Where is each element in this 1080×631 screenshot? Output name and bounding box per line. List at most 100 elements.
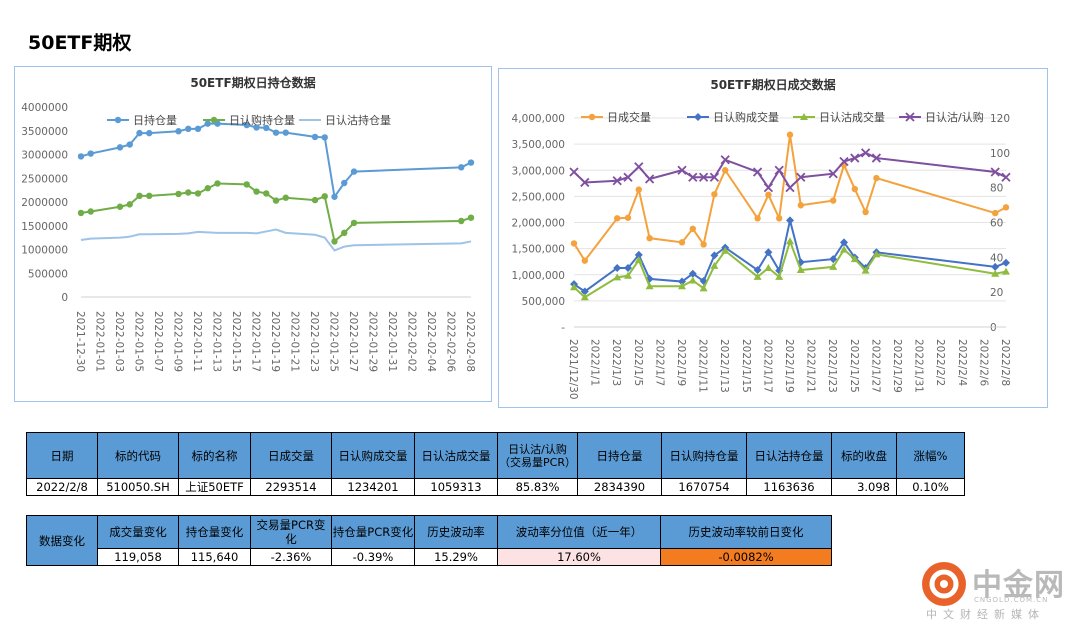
y-tick-label: 1000000 <box>21 245 68 257</box>
data-point <box>646 234 653 242</box>
data-point <box>580 177 590 188</box>
x-tick-label: 2022-02-04 <box>425 311 437 372</box>
data-point <box>204 120 211 127</box>
data-point <box>146 192 153 200</box>
x-tick-label: 2021/12/30 <box>567 339 579 400</box>
x-tick-label: 2021-12-30 <box>74 311 86 372</box>
table1-cell: 510050.SH <box>97 478 179 496</box>
data-point <box>990 167 1000 177</box>
x-tick-label: 2022/1/9 <box>675 339 687 386</box>
data-point <box>204 185 211 192</box>
data-point <box>570 283 578 291</box>
data-point <box>253 188 260 195</box>
table1-header: 涨幅% <box>896 432 965 479</box>
x-tick-label: 2022-01-27 <box>347 311 359 372</box>
chart-title: 50ETF期权日成交数据 <box>710 77 835 92</box>
data-point <box>850 255 859 263</box>
y-tick-label: 4000000 <box>21 102 68 114</box>
y-tick-label: - <box>561 322 565 334</box>
data-point <box>991 269 1000 277</box>
table1-header: 标的代码 <box>97 432 179 479</box>
volume-chart-panel: 50ETF期权日成交数据 - 500,000 1,000,000 1,500,000 2,… <box>498 68 1048 408</box>
table2-cell: -0.0082% <box>660 548 832 566</box>
legend-label: 日认沽成交量 <box>819 110 885 124</box>
logo-name: 中金网 <box>972 568 1065 603</box>
data-point <box>321 193 328 200</box>
data-point <box>146 129 153 137</box>
data-point <box>126 141 133 148</box>
data-point <box>839 156 849 167</box>
data-point <box>873 174 880 182</box>
data-point <box>282 129 289 136</box>
table1-cell: 1670754 <box>661 478 747 496</box>
x-tick-label: 2022/1/7 <box>653 339 665 386</box>
data-point <box>688 172 698 182</box>
x-tick-label: 2022-02-06 <box>445 311 457 372</box>
x-tick-label: 2022-01-19 <box>269 311 281 372</box>
data-point <box>243 181 250 188</box>
data-point <box>341 179 348 187</box>
data-point <box>644 174 655 184</box>
data-point <box>613 273 622 281</box>
data-point <box>796 266 805 274</box>
x-tick-label: 2022-01-15 <box>230 311 242 372</box>
y-tick-label: 3,000,000 <box>512 165 565 177</box>
table2-cell: 17.60% <box>497 548 661 566</box>
data-point <box>581 257 588 264</box>
y-tick-label: 1500000 <box>21 221 68 233</box>
data-point <box>570 240 578 247</box>
legend-marker <box>800 113 808 120</box>
data-point <box>467 214 475 221</box>
x-tick-label: 2022-01-25 <box>328 311 340 372</box>
table1-cell: 3.098 <box>831 478 897 496</box>
x-tick-label: 2022-01-13 <box>211 311 223 372</box>
data-point <box>350 168 358 175</box>
data-point <box>214 180 221 187</box>
y-tick-label: 1,000,000 <box>512 270 565 282</box>
data-point <box>786 131 794 138</box>
table1-cell: 2834390 <box>577 478 662 496</box>
table1-header: 日认购持仓量 <box>661 432 747 479</box>
y-tick-label: 1,500,000 <box>512 244 565 256</box>
data-point <box>709 172 720 182</box>
chart-title: 50ETF期权日持仓数据 <box>190 75 315 90</box>
data-point <box>828 169 838 179</box>
data-point <box>775 272 784 280</box>
data-point <box>126 201 133 208</box>
legend-marker <box>694 113 702 121</box>
table1-header: 日认沽/认购（交易量PCR） <box>497 432 578 479</box>
data-point <box>776 215 783 222</box>
x-tick-label: 2022-01-01 <box>94 311 106 372</box>
x-tick-label: 2022-01-23 <box>308 311 320 372</box>
data-point <box>634 256 643 264</box>
table2-cell: 15.29% <box>414 548 498 566</box>
data-point <box>688 276 697 284</box>
cngold-logo: 中金网 CNGOLD.COM.CN 中文财经新媒体 <box>922 560 1072 622</box>
data-point <box>341 229 348 237</box>
data-point <box>263 124 270 132</box>
table1-cell: 2293514 <box>250 478 332 496</box>
data-point <box>700 241 707 248</box>
data-point <box>350 219 358 227</box>
legend-marker <box>114 116 122 124</box>
data-point <box>645 274 654 283</box>
data-point <box>678 239 686 246</box>
data-point <box>116 144 124 151</box>
series-line <box>573 238 1007 299</box>
data-point <box>458 164 465 171</box>
data-point <box>185 125 192 133</box>
data-point <box>752 167 763 177</box>
data-point <box>764 248 773 257</box>
data-point <box>569 167 579 177</box>
legend-marker <box>588 113 596 121</box>
data-point <box>263 190 270 197</box>
data-point <box>860 148 871 158</box>
data-point <box>458 217 465 225</box>
data-point <box>136 129 143 137</box>
y-tick-label: 3,500,000 <box>512 139 565 151</box>
data-point <box>613 263 622 272</box>
x-tick-label: 2022/1/3 <box>610 339 622 386</box>
y2-tick-label: 120 <box>990 113 1010 125</box>
data-point <box>722 167 729 174</box>
table2-header: 持仓量PCR变化 <box>331 515 415 549</box>
